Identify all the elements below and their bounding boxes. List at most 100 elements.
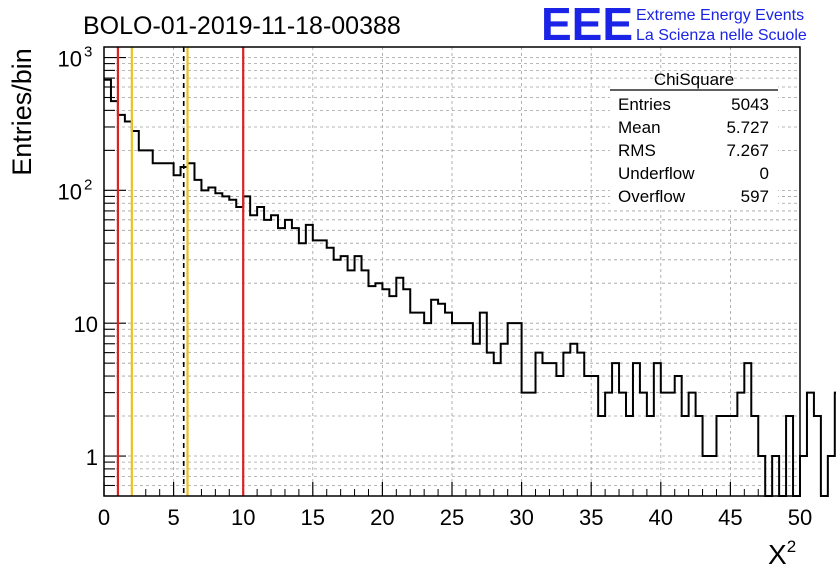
histogram-bin	[278, 228, 285, 496]
stats-label-underflow: Underflow	[618, 164, 695, 183]
stats-label-overflow: Overflow	[618, 187, 686, 206]
x-tick-label: 10	[231, 505, 255, 530]
axis-ticks	[103, 56, 801, 497]
histogram-bin	[167, 163, 174, 496]
histogram-bin	[271, 215, 278, 496]
histogram-bin	[633, 363, 640, 496]
x-tick-label: 30	[509, 505, 533, 530]
histogram-bin	[174, 175, 181, 496]
histogram-bin	[494, 363, 501, 496]
x-axis-label: X2	[768, 537, 796, 570]
histogram-bin	[689, 393, 696, 496]
histogram-bin	[424, 323, 431, 496]
histogram-bin	[208, 188, 215, 496]
y-tick-label-exponent: 3	[84, 44, 92, 61]
histogram-bin	[438, 304, 445, 496]
y-tick-label: 1	[86, 445, 98, 470]
histogram-bin	[800, 456, 807, 496]
histogram-bin	[744, 363, 751, 496]
histogram-bin	[410, 313, 417, 496]
histogram-bin	[556, 376, 563, 496]
stats-label-mean: Mean	[618, 118, 661, 137]
stats-value-overflow: 597	[741, 187, 769, 206]
histogram-bin	[751, 416, 758, 496]
histogram-bin	[473, 344, 480, 496]
histogram-bin	[716, 416, 723, 496]
y-tick-label: 10	[74, 312, 98, 337]
histogram-bin	[285, 220, 292, 496]
x-tick-label: 25	[440, 505, 464, 530]
chart-title: BOLO-01-2019-11-18-00388	[83, 12, 401, 40]
histogram-bin	[508, 323, 515, 496]
histogram-bin	[758, 456, 765, 496]
stats-title: ChiSquare	[654, 70, 734, 89]
histogram-bin	[215, 193, 222, 496]
histogram-bin	[306, 225, 313, 496]
histogram-bin	[619, 393, 626, 496]
stats-value-underflow: 0	[760, 164, 769, 183]
x-axis-label-superscript: 2	[787, 537, 796, 556]
histogram-bin	[292, 228, 299, 496]
stats-value-rms: 7.267	[726, 141, 769, 160]
stats-box: ChiSquare Entries 5043 Mean 5.727 RMS 7.…	[610, 70, 778, 210]
histogram-bin	[334, 260, 341, 496]
logo-line-1: Extreme Energy Events	[636, 7, 804, 24]
vertical-markers	[116, 47, 245, 496]
histogram-bin	[605, 393, 612, 496]
histogram-bin	[640, 393, 647, 496]
histogram-bin	[501, 344, 508, 496]
histogram-bin	[264, 220, 271, 496]
histogram-bin	[320, 240, 327, 496]
histogram-outline	[104, 78, 836, 497]
histogram-bin	[487, 353, 494, 496]
x-tick-label: 15	[301, 505, 325, 530]
histogram-bin	[522, 393, 529, 496]
y-axis-label: Entries/bin	[7, 48, 37, 176]
histogram-bin	[772, 456, 779, 496]
histogram-bin	[675, 376, 682, 496]
histogram-bin	[396, 278, 403, 496]
histogram-bin	[327, 248, 334, 496]
histogram-bin	[529, 393, 536, 496]
histogram-bin	[626, 416, 633, 496]
x-tick-label: 35	[579, 505, 603, 530]
histogram-bin	[723, 416, 730, 496]
histogram-bin	[459, 323, 466, 496]
histogram-bin	[668, 393, 675, 496]
histogram-bin	[299, 243, 306, 496]
histogram-bin	[730, 416, 737, 496]
histogram-bin	[696, 416, 703, 496]
y-tick-label: 10	[58, 179, 82, 204]
histogram-bin	[403, 289, 410, 496]
x-tick-labels: 0 5 10 15 20 25 30 35 40 45 50	[98, 505, 812, 530]
histogram-bin	[570, 344, 577, 496]
histogram-bin	[598, 416, 605, 496]
histogram-bin	[160, 163, 167, 496]
histogram-bin	[257, 207, 264, 496]
stats-value-entries: 5043	[731, 95, 769, 114]
histogram-bin	[682, 416, 689, 496]
histogram-bin	[355, 256, 362, 496]
x-tick-label: 20	[370, 505, 394, 530]
histogram-bin	[710, 456, 717, 496]
stats-box-background	[610, 82, 778, 210]
histogram-bin	[341, 256, 348, 496]
histogram-bin	[229, 200, 236, 496]
histogram-bin	[389, 296, 396, 496]
histogram-bin	[362, 270, 369, 496]
histogram-bin	[542, 363, 549, 496]
histogram-bins	[104, 78, 836, 497]
histogram-bin	[313, 240, 320, 496]
histogram-bin	[139, 150, 146, 496]
histogram-bin	[368, 286, 375, 496]
histogram-bin	[222, 196, 229, 496]
histogram-bin	[348, 270, 355, 496]
histogram-bin	[250, 215, 257, 496]
histogram-bin	[577, 353, 584, 496]
histogram-bin	[146, 150, 153, 496]
stats-label-entries: Entries	[618, 95, 671, 114]
histogram-bin	[104, 80, 111, 496]
histogram-bin	[612, 363, 619, 496]
x-axis-label-base: X	[768, 539, 787, 570]
